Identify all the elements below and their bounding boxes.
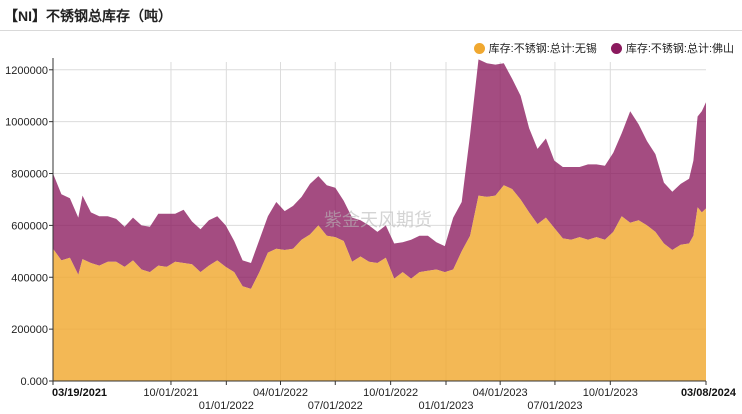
x-tick-label: 04/01/2023 <box>473 387 528 399</box>
y-tick-label: 400000 <box>11 272 48 284</box>
x-tick-label: 01/01/2022 <box>199 400 254 412</box>
y-tick-label: 600000 <box>11 220 48 232</box>
x-tick-label: 07/01/2022 <box>308 400 363 412</box>
x-tick-label: 10/01/2022 <box>363 387 418 399</box>
watermark: 紫金天风期货 <box>324 210 432 230</box>
y-tick-label: 200000 <box>11 324 48 336</box>
y-tick-label: 1000000 <box>5 117 48 129</box>
area-series-foshan <box>53 59 706 289</box>
x-tick-label: 10/01/2021 <box>143 387 198 399</box>
y-tick-label: 0.000 <box>20 376 48 388</box>
legend: 库存:不锈钢:总计:无锡 库存:不锈钢:总计:佛山 <box>473 40 734 56</box>
legend-label-wuxi: 库存:不锈钢:总计:无锡 <box>488 43 597 55</box>
x-tick-label: 03/19/2021 <box>52 387 107 399</box>
x-tick-label: 10/01/2023 <box>583 387 638 399</box>
area-series-wuxi <box>53 185 706 381</box>
legend-marker-wuxi <box>473 42 485 54</box>
x-tick-label: 07/01/2023 <box>527 400 582 412</box>
legend-item-wuxi[interactable]: 库存:不锈钢:总计:无锡 <box>473 40 597 56</box>
x-tick-label: 03/08/2024 <box>681 387 737 399</box>
x-tick-label: 01/01/2023 <box>418 400 473 412</box>
chart-title: 【NI】不锈钢总库存（吨） <box>4 8 172 24</box>
legend-marker-foshan <box>610 42 622 54</box>
title-divider <box>0 30 742 31</box>
legend-label-foshan: 库存:不锈钢:总计:佛山 <box>625 43 734 55</box>
legend-item-foshan[interactable]: 库存:不锈钢:总计:佛山 <box>610 40 734 56</box>
y-tick-label: 1200000 <box>5 65 48 77</box>
y-tick-label: 800000 <box>11 169 48 181</box>
x-tick-label: 04/01/2022 <box>253 387 308 399</box>
